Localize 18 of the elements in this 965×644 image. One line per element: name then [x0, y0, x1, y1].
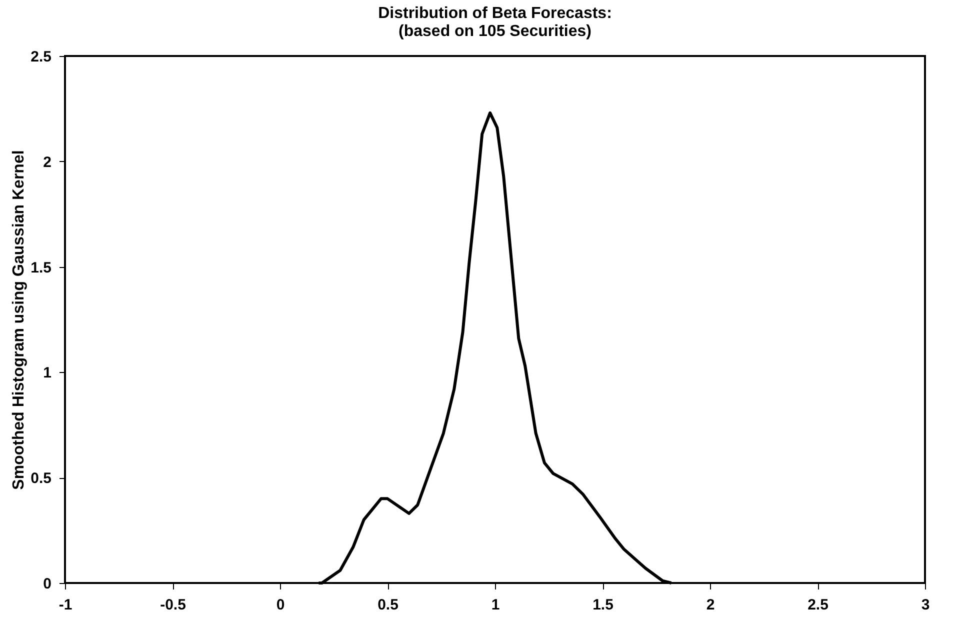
x-tick-label: 0.5 [378, 596, 398, 614]
y-tick-label: 2.5 [30, 48, 52, 66]
x-tick-label: -0.5 [160, 596, 186, 614]
y-tick-label: 1.5 [30, 259, 52, 276]
y-axis-title: Smoothed Histogram using Gaussian Kernel [10, 150, 28, 490]
x-tick-label: 3 [921, 596, 930, 614]
y-tick-label: 2 [43, 154, 52, 171]
y-tick-label: 0 [43, 576, 52, 592]
x-tick-label: 2 [706, 596, 715, 614]
x-tick-label: 2.5 [808, 596, 828, 614]
y-tick-label: 1 [43, 364, 52, 382]
x-tick-label: 1.5 [592, 596, 614, 614]
text: (based on 105 Securities) [398, 23, 592, 40]
x-tick-label: 0 [276, 596, 285, 614]
text: Distribution of Beta Forecasts: [378, 5, 612, 22]
y-tick-label: 0.5 [30, 470, 52, 488]
x-tick-label: 1 [491, 596, 500, 614]
x-tick-label: -1 [58, 596, 72, 614]
